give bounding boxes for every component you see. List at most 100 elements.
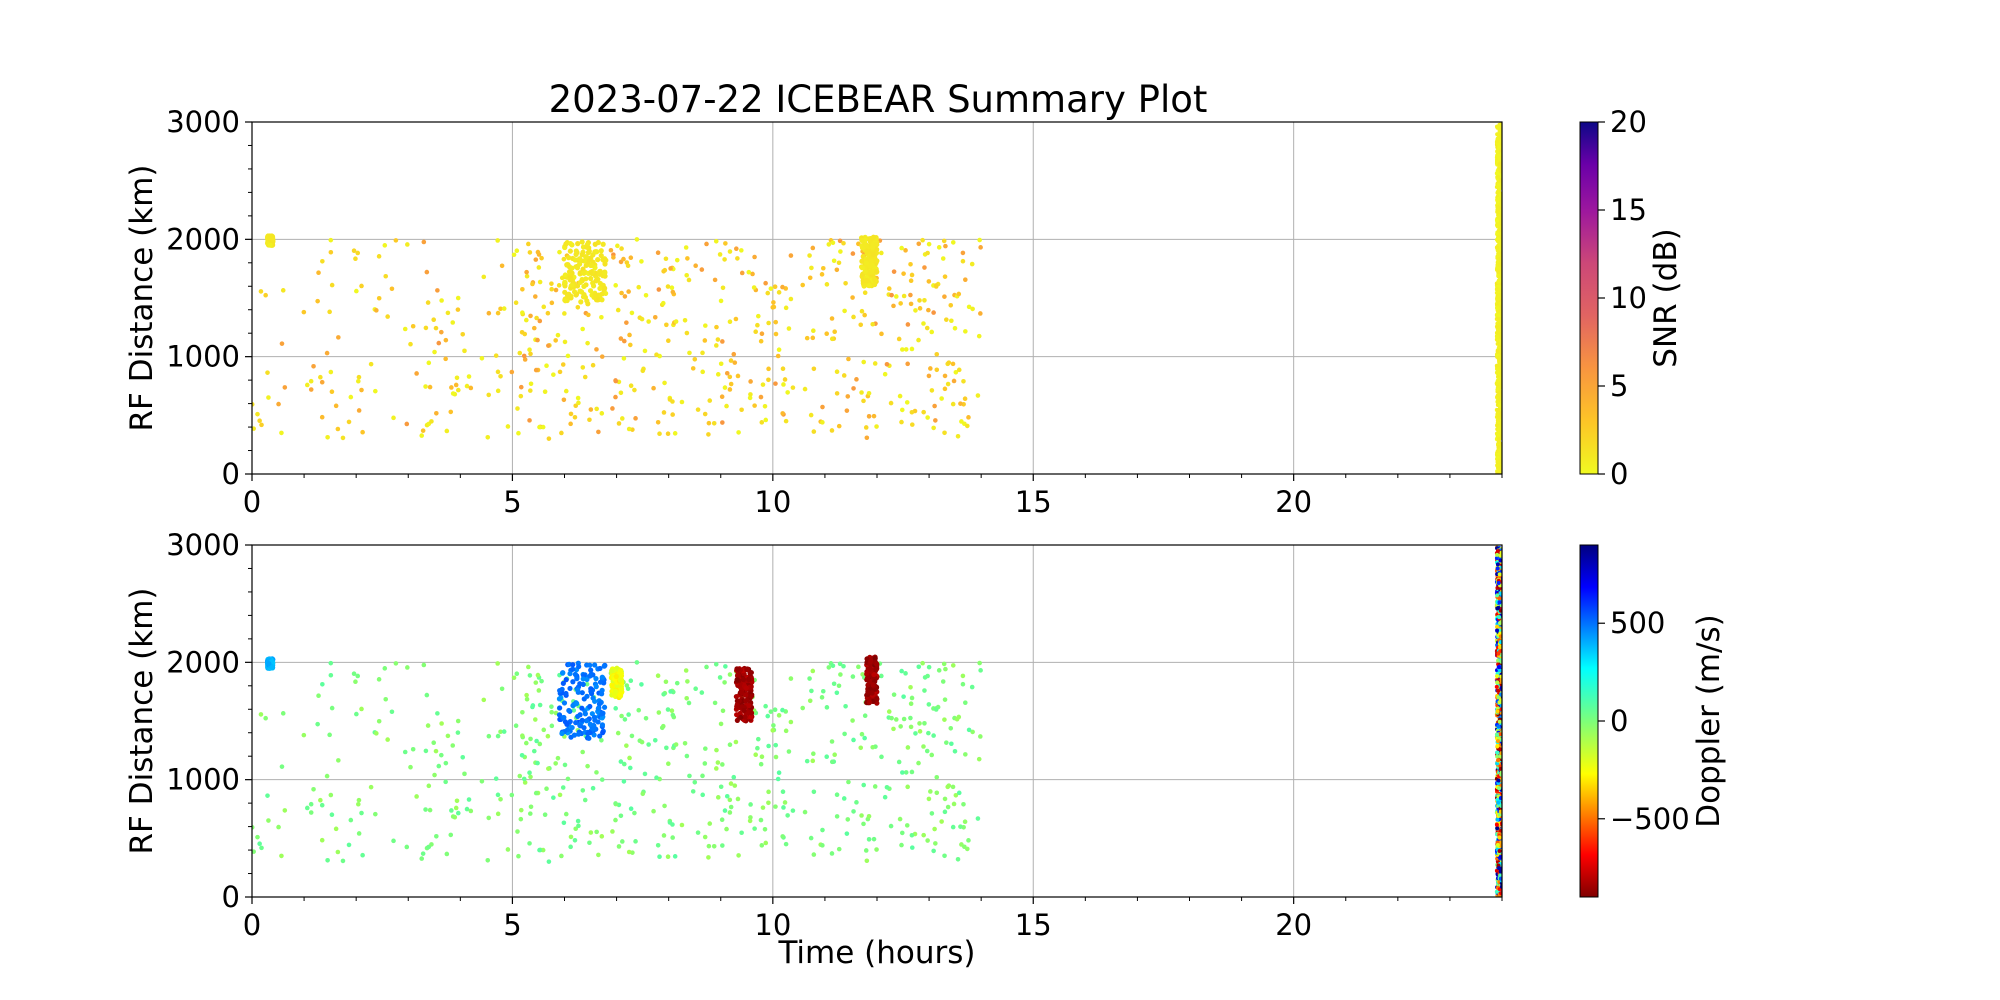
scatter-point [866,414,872,419]
scatter-point [569,277,575,284]
scatter-point [602,285,608,291]
scatter-point [587,673,593,679]
scatter-point [1499,165,1502,170]
scatter-point [360,429,365,435]
scatter-point [479,778,485,784]
scatter-point [1499,843,1502,848]
scatter-point [921,832,926,838]
scatter-point [486,310,492,316]
scatter-point [775,353,781,359]
y-tick-label: 2000 [166,222,240,256]
scatter-point [542,389,548,394]
scatter-point [318,797,323,803]
scatter-point [836,846,842,852]
scatter-point [479,355,485,361]
scatter-point [643,715,649,721]
scatter-point [836,683,842,689]
x-tick-label: 0 [243,908,261,942]
scatter-point [943,243,948,249]
scatter-point [597,665,603,672]
scatter-point [563,677,569,683]
scatter-point [863,260,869,266]
scatter-point [661,268,666,274]
scatter-point [950,240,956,245]
scatter-point [950,824,956,830]
scatter-point [928,789,933,794]
scatter-point [311,787,316,792]
scatter-point [301,309,307,315]
scatter-point [934,790,940,796]
scatter-point [279,341,285,346]
scatter-point [527,347,532,353]
scatter-point [960,681,966,687]
scatter-point [588,667,594,673]
scatter-point [820,404,825,410]
scatter-point [642,348,648,354]
scatter-point [532,717,538,722]
scatter-point [621,779,627,784]
scatter-point [832,329,837,335]
scatter-point [1494,245,1499,250]
scatter-point [953,369,959,375]
scatter-point [714,766,719,771]
scatter-point [807,698,813,704]
scatter-point [580,749,585,755]
scatter-point [311,364,316,369]
scatter-point [929,752,935,758]
scatter-point [1496,239,1501,244]
scatter-point [943,666,948,672]
scatter-point [862,713,868,719]
scatter-point [481,274,487,280]
scatter-point [584,681,590,687]
scatter-point [917,721,922,726]
scatter-point [727,810,733,815]
scatter-point [549,281,554,286]
scatter-point [436,763,442,769]
scatter-point [718,298,724,304]
scatter-point [734,677,740,683]
scatter-point [949,318,954,324]
scatter-point [926,373,932,379]
scatter-point [728,358,734,363]
scatter-point [561,714,567,721]
scatter-point [626,712,631,717]
scatter-point [320,682,325,687]
scatter-point [1496,695,1501,700]
scatter-point [811,751,816,756]
scatter-point [766,789,771,795]
scatter-point [354,288,359,294]
scatter-point [1495,593,1500,598]
scatter-point [621,356,627,361]
scatter-point [851,314,856,320]
scatter-point [955,857,961,862]
scatter-point [763,703,768,709]
scatter-point [419,856,425,861]
x-tick-label: 5 [503,485,521,519]
scatter-point [562,311,567,316]
scatter-point [944,317,949,322]
panel-doppler-frame [251,544,1503,898]
scatter-point [580,788,586,793]
scatter-point [563,690,569,697]
scatter-point [258,289,264,294]
scatter-point [263,715,268,721]
scatter-point [942,809,948,815]
scatter-point [870,744,876,750]
scatter-point [780,366,786,372]
scatter-point [536,688,542,693]
scatter-point [382,666,388,671]
scatter-point [1495,296,1500,301]
scatter-point [762,826,768,832]
scatter-point [408,341,413,347]
scatter-point [811,852,817,857]
scatter-point [423,325,429,331]
scatter-point [486,815,492,821]
scatter-point [615,243,620,249]
scatter-point [669,285,675,290]
scatter-point [834,814,840,819]
scatter-point [524,273,530,279]
scatter-point [672,854,678,859]
scatter-point [802,809,808,815]
scatter-point [320,259,325,264]
scatter-point [942,697,948,702]
